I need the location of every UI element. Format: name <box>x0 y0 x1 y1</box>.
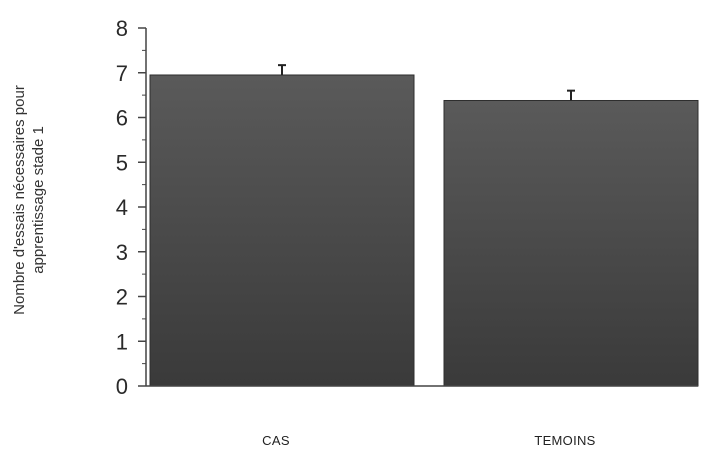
bar-temoins <box>443 99 699 387</box>
plot-area: CAS TEMOINS 0 1 2 3 4 5 6 7 8 <box>116 16 699 448</box>
y-tick-label-8: 8 <box>116 16 128 41</box>
bar-cas <box>149 74 415 387</box>
category-label-temoins: TEMOINS <box>534 433 595 448</box>
y-tick-label-1: 1 <box>116 329 128 354</box>
category-label-cas: CAS <box>262 433 290 448</box>
y-axis-title-line-2: apprentissage stade 1 <box>30 126 47 274</box>
y-tick-label-4: 4 <box>116 195 128 220</box>
y-tick-label-7: 7 <box>116 61 128 86</box>
y-axis-title-line-1: Nombre d'essais nécessaires pour <box>11 85 28 315</box>
y-tick-label-3: 3 <box>116 240 128 265</box>
y-tick-label-0: 0 <box>116 374 128 399</box>
y-tick-label-2: 2 <box>116 285 128 310</box>
y-tick-label-5: 5 <box>116 150 128 175</box>
y-axis-title: Nombre d'essais nécessaires pour apprent… <box>11 85 47 315</box>
y-tick-label-6: 6 <box>116 106 128 131</box>
